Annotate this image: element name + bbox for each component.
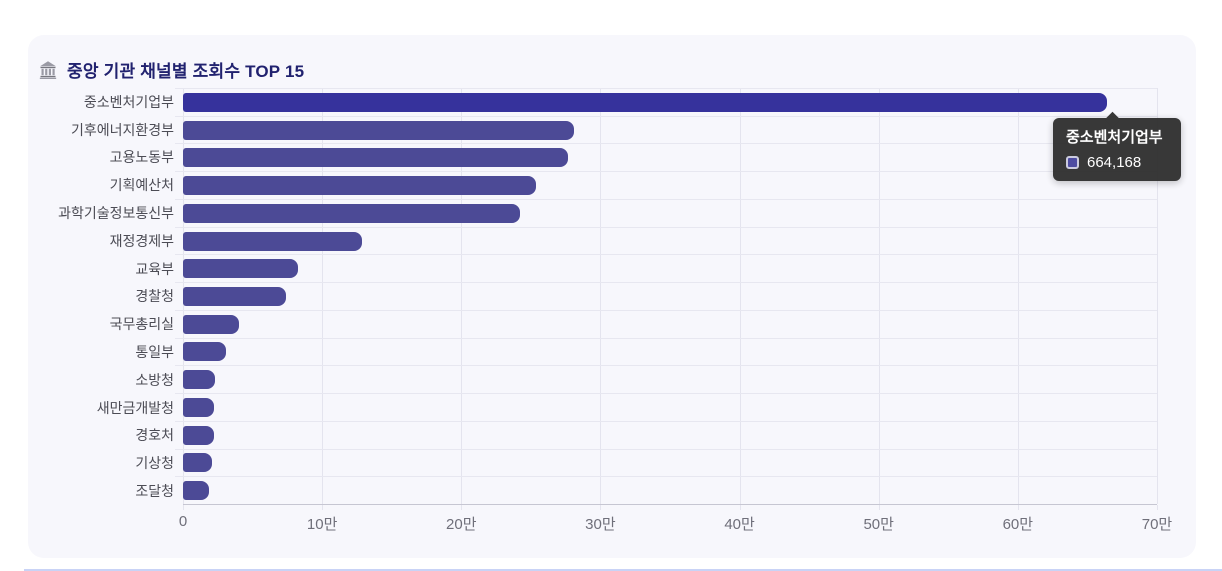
bar-재정경제부[interactable] (183, 231, 363, 251)
bar-row (175, 337, 1157, 366)
bar-row (175, 393, 1157, 421)
category-label: 경호처 (135, 427, 174, 444)
gridline (461, 88, 463, 504)
bar-row (175, 254, 1157, 282)
bar-기후에너지환경부[interactable] (183, 120, 574, 140)
bar-row (175, 365, 1157, 393)
x-axis-tick-label: 10만 (306, 516, 338, 533)
plot-area (175, 88, 1158, 505)
x-axis-tick-label: 0 (178, 513, 188, 530)
x-axis-tick-mark (878, 505, 880, 510)
category-label: 기획예산처 (109, 177, 174, 194)
bar-통일부[interactable] (183, 342, 227, 362)
bar-row (175, 282, 1157, 310)
chart-header: 중앙 기관 채널별 조회수 TOP 15 (28, 35, 1196, 88)
category-label: 경찰청 (135, 288, 174, 305)
category-label: 소방청 (135, 371, 174, 388)
bar-row (175, 226, 1157, 255)
tooltip: 중소벤처기업부 664,168 (1053, 118, 1181, 181)
gridline (878, 88, 880, 504)
x-axis-tick-mark (739, 505, 741, 510)
plot-wrap: 0 10만 20만 30만 40만 50만 60만 70만 (175, 88, 1196, 535)
gridline (322, 88, 324, 504)
classical-building-icon (38, 60, 58, 80)
bar-row (175, 171, 1157, 199)
bar-기획예산처[interactable] (183, 176, 537, 196)
bar-기상청[interactable] (183, 453, 213, 473)
category-label: 교육부 (135, 260, 174, 277)
bar-row (175, 309, 1157, 338)
bar-국무총리실[interactable] (183, 314, 239, 334)
x-axis-tick-mark (1017, 505, 1019, 510)
x-axis-tick-mark (322, 505, 324, 510)
x-axis-tick-label: 60만 (1002, 516, 1034, 533)
bottom-divider (24, 569, 1222, 571)
x-axis-tick-mark (461, 505, 463, 510)
bar-경찰청[interactable] (183, 287, 286, 306)
bar-새만금개발청[interactable] (183, 397, 215, 417)
tooltip-row: 664,168 (1066, 154, 1168, 171)
category-label: 재정경제부 (109, 232, 174, 249)
bar-row (175, 420, 1157, 449)
x-axis-tick-label: 50만 (863, 516, 894, 533)
tooltip-series-swatch (1066, 156, 1079, 169)
bar-중소벤처기업부[interactable] (183, 92, 1108, 112)
bar-경호처[interactable] (183, 425, 214, 445)
bar-row (175, 88, 1157, 116)
bar-row (175, 115, 1157, 144)
category-label: 기후에너지환경부 (70, 121, 174, 138)
x-axis-tick-mark (183, 505, 184, 510)
x-axis-tick-mark (1157, 505, 1158, 510)
gridline (1017, 88, 1019, 504)
bar-row (175, 143, 1157, 171)
gridline (739, 88, 741, 504)
bar-row (175, 198, 1157, 227)
x-axis-tick-label: 20만 (446, 516, 477, 533)
gridline (1157, 88, 1158, 504)
bar-조달청[interactable] (183, 481, 210, 501)
category-label: 과학기술정보통신부 (58, 205, 174, 222)
tooltip-title: 중소벤처기업부 (1066, 129, 1163, 146)
category-label: 중소벤처기업부 (83, 93, 174, 110)
x-axis-tick-mark (600, 505, 602, 510)
category-label: 통일부 (135, 344, 174, 361)
chart-title: 중앙 기관 채널별 조회수 TOP 15 (67, 62, 305, 81)
category-label: 조달청 (135, 483, 174, 500)
chart-card: 중앙 기관 채널별 조회수 TOP 15 중소벤처기업부 기후에너지환경부 고용노동… (28, 35, 1196, 558)
bar-row (175, 448, 1157, 477)
bar-고용노동부[interactable] (183, 148, 569, 168)
bar-과학기술정보통신부[interactable] (183, 203, 520, 223)
x-axis-labels: 0 10만 20만 30만 40만 50만 60만 70만 (179, 505, 1172, 535)
bar-교육부[interactable] (183, 259, 299, 279)
gridline (600, 88, 602, 504)
category-label: 새만금개발청 (96, 399, 174, 416)
category-label: 기상청 (135, 455, 174, 472)
bar-chart: 중소벤처기업부 기후에너지환경부 고용노동부 기획예산처 과학기술정보통신부 재정경제부 교… (28, 88, 1196, 535)
x-axis-tick-label: 70만 (1141, 516, 1173, 533)
x-axis-tick-label: 30만 (585, 516, 616, 533)
bar-소방청[interactable] (183, 370, 215, 390)
category-label: 고용노동부 (109, 149, 174, 166)
x-axis-tick-label: 40만 (724, 516, 755, 533)
bar-row (175, 476, 1157, 504)
category-label: 국무총리실 (109, 316, 174, 333)
tooltip-value: 664,168 (1087, 154, 1142, 171)
